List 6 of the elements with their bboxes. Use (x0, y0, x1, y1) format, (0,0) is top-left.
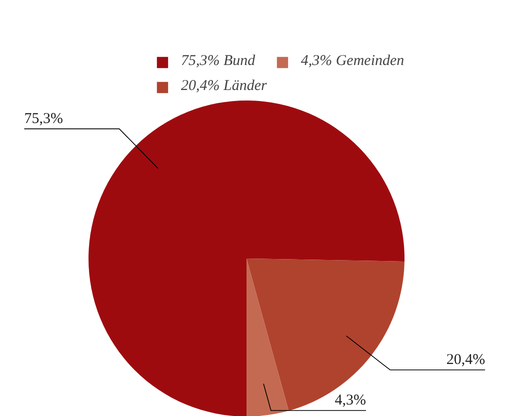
legend-label: 75,3% Bund (181, 53, 256, 70)
data-label: 4,3% (334, 392, 366, 408)
data-label: 75,3% (24, 110, 63, 127)
data-label: 20,4% (446, 352, 486, 368)
legend-label: 4,3% Gemeinden (300, 53, 404, 70)
legend-label: 20,4% Länder (181, 78, 267, 95)
